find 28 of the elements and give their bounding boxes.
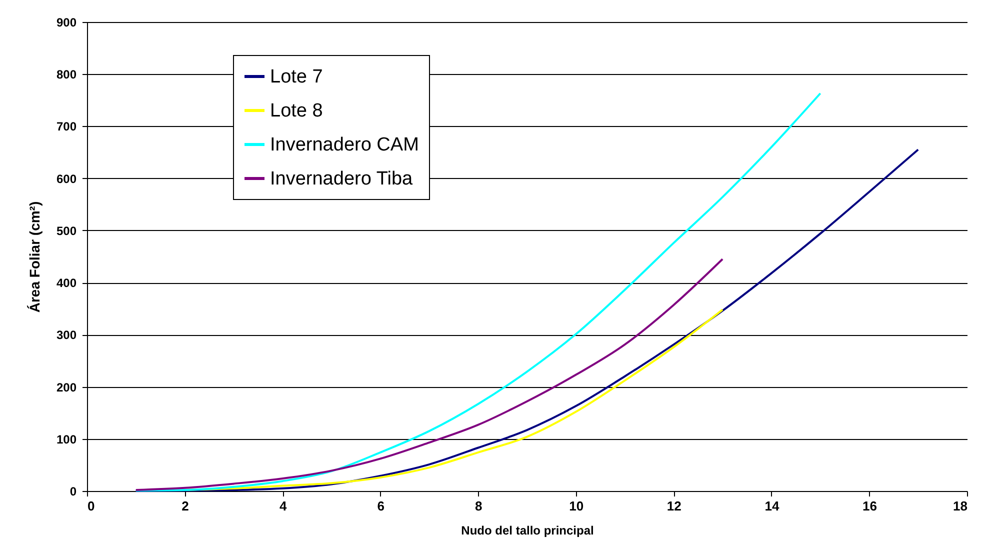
y-tick-label: 200 [56,380,77,394]
legend-label: Invernadero Tiba [270,168,414,190]
y-tick-label: 400 [56,276,77,290]
x-tick-label: 18 [953,498,968,514]
x-tick-label: 14 [764,498,780,514]
y-tick-label: 0 [70,484,77,498]
x-tick-label: 8 [474,498,482,514]
x-tick-label: 2 [182,498,189,514]
y-tick-label: 500 [56,224,77,238]
line-series [134,92,822,492]
x-tick-label: 0 [88,498,95,514]
y-tick-label: 600 [56,172,77,186]
legend-label: Invernadero CAM [270,134,419,156]
y-tick-label: 700 [56,120,77,134]
x-tick-label: 12 [666,498,682,514]
y-tick-label: 800 [56,68,77,82]
x-tick-label: 6 [377,498,384,514]
legend-label: Lote 8 [270,100,323,122]
y-tick-label: 300 [56,328,77,342]
y-tick-label: 900 [56,16,77,30]
x-tick-label: 16 [862,498,877,514]
x-tick-label: 4 [279,498,288,514]
x-tick-label: 10 [569,498,584,514]
x-axis-title: Nudo del tallo principal [461,524,594,538]
y-axis-title: Área Foliar (cm²) [26,201,42,313]
legend-label: Lote 7 [270,66,323,88]
line-series [134,258,724,491]
y-tick-label: 100 [56,432,77,446]
